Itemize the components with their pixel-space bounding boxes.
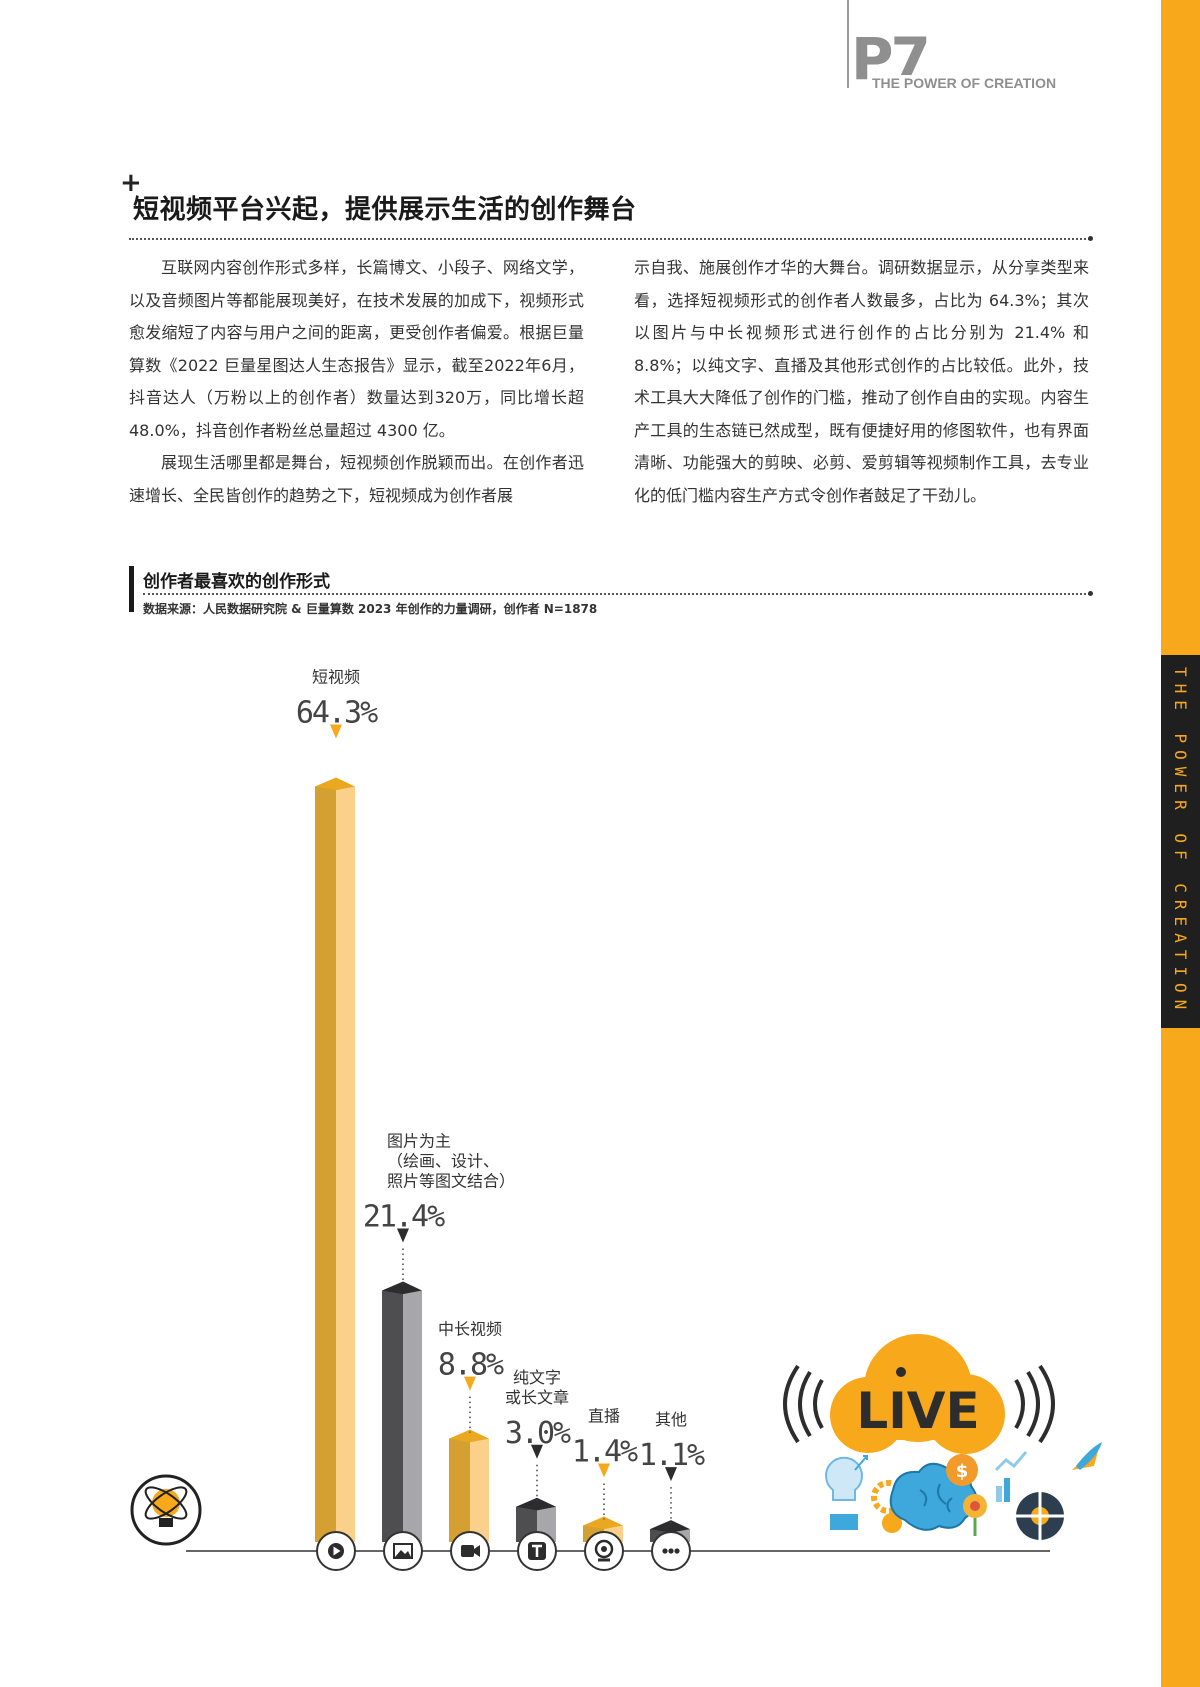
arrow-icon — [854, 1455, 868, 1471]
chart-divider — [143, 591, 1093, 596]
webcam-icon — [594, 1539, 614, 1559]
value-pointer — [665, 1467, 677, 1482]
category-label: 纯文字 — [513, 1368, 561, 1387]
bars-layer: 短视频64.3%图片为主（绘画、设计、照片等图文结合）21.4%中长视频8.8%… — [296, 667, 707, 1571]
article-column-left: 互联网内容创作形式多样，长篇博文、小段子、网络文学，以及音频图片等都能展现美好，… — [129, 252, 584, 512]
live-text: LIVE — [856, 1382, 979, 1440]
category-label: 其他 — [655, 1410, 687, 1429]
flower-icon — [963, 1494, 987, 1536]
bar-top — [315, 777, 355, 791]
category-label: 照片等图文结合） — [387, 1172, 515, 1191]
value-pointer — [464, 1376, 476, 1391]
header-divider — [847, 0, 849, 88]
category-label: 中长视频 — [438, 1320, 502, 1339]
value-pointer — [397, 1228, 409, 1243]
bar-top — [583, 1516, 623, 1530]
lightbulb-icon — [825, 1456, 863, 1530]
rocket-icon — [1072, 1442, 1102, 1470]
plus-icon: + — [120, 168, 142, 198]
bar-top — [382, 1281, 422, 1295]
article-paragraph: 示自我、施展创作才华的大舞台。调研数据显示，从分享类型来看，选择短视频形式的创作… — [634, 258, 1089, 505]
category-label: （绘画、设计、 — [387, 1152, 499, 1171]
category-label: 或长文章 — [505, 1388, 569, 1407]
live-cloud-icon: LIVE — [783, 1334, 1055, 1454]
lightbulb-badge-icon — [130, 1474, 202, 1546]
play-icon-glyph — [333, 1546, 341, 1556]
side-tab-label: THE POWER OF CREATION — [1171, 666, 1190, 1017]
chart-source: 数据来源：人民数据研究院 & 巨量算数 2023 年创作的力量调研，创作者 N=… — [143, 602, 598, 616]
decor-layer: LIVE $ — [130, 1334, 1102, 1546]
creative-illustration: $ — [825, 1442, 1102, 1540]
section-divider — [129, 236, 1093, 241]
more-icon-dot — [662, 1548, 668, 1554]
bar-front — [315, 786, 336, 1542]
bar-top — [650, 1520, 690, 1533]
bar-side — [470, 1438, 489, 1542]
side-tab: THE POWER OF CREATION — [1161, 655, 1200, 1028]
image-icon-glyph — [395, 1550, 411, 1557]
bar-top — [449, 1429, 489, 1443]
chart-icon — [994, 1451, 1028, 1502]
video-camera-icon-lens — [474, 1545, 480, 1557]
more-icon-dot — [674, 1548, 680, 1554]
article-paragraph: 互联网内容创作形式多样，长篇博文、小段子、网络文学，以及音频图片等都能展现美好，… — [129, 258, 584, 440]
chart-title-marker — [129, 566, 134, 612]
bar-side — [336, 786, 355, 1542]
value-pointer — [330, 724, 342, 739]
bar-chart: LIVE $ — [130, 667, 1102, 1571]
value-pointer — [531, 1444, 543, 1459]
category-label: 短视频 — [312, 667, 360, 686]
text-icon-glyph — [532, 1544, 542, 1557]
svg-text:$: $ — [956, 1461, 969, 1482]
video-camera-icon — [461, 1545, 474, 1557]
webcam-icon-lens — [601, 1546, 607, 1552]
cog-wheel-icon — [1016, 1492, 1064, 1540]
more-icon-dot — [668, 1548, 674, 1554]
icon-badge — [383, 1531, 423, 1571]
category-label: 图片为主 — [387, 1132, 451, 1151]
dollar-icon: $ — [946, 1454, 978, 1486]
value-pointer — [598, 1463, 610, 1478]
bar-top — [516, 1497, 556, 1511]
chart-title: 创作者最喜欢的创作形式 — [143, 572, 330, 592]
bar-front — [382, 1290, 403, 1542]
bar-front — [449, 1438, 470, 1542]
section-title: 短视频平台兴起，提供展示生活的创作舞台 — [133, 195, 637, 225]
image-icon — [393, 1543, 413, 1559]
article-paragraph: 展现生活哪里都是舞台，短视频创作脱颖而出。在创作者迅速增长、全民皆创作的趋势之下… — [129, 453, 584, 505]
bar-side — [403, 1290, 422, 1542]
article-column-right: 示自我、施展创作才华的大舞台。调研数据显示，从分享类型来看，选择短视频形式的创作… — [634, 252, 1089, 512]
page-tagline: THE POWER OF CREATION — [872, 75, 1059, 91]
category-label: 直播 — [588, 1407, 620, 1426]
